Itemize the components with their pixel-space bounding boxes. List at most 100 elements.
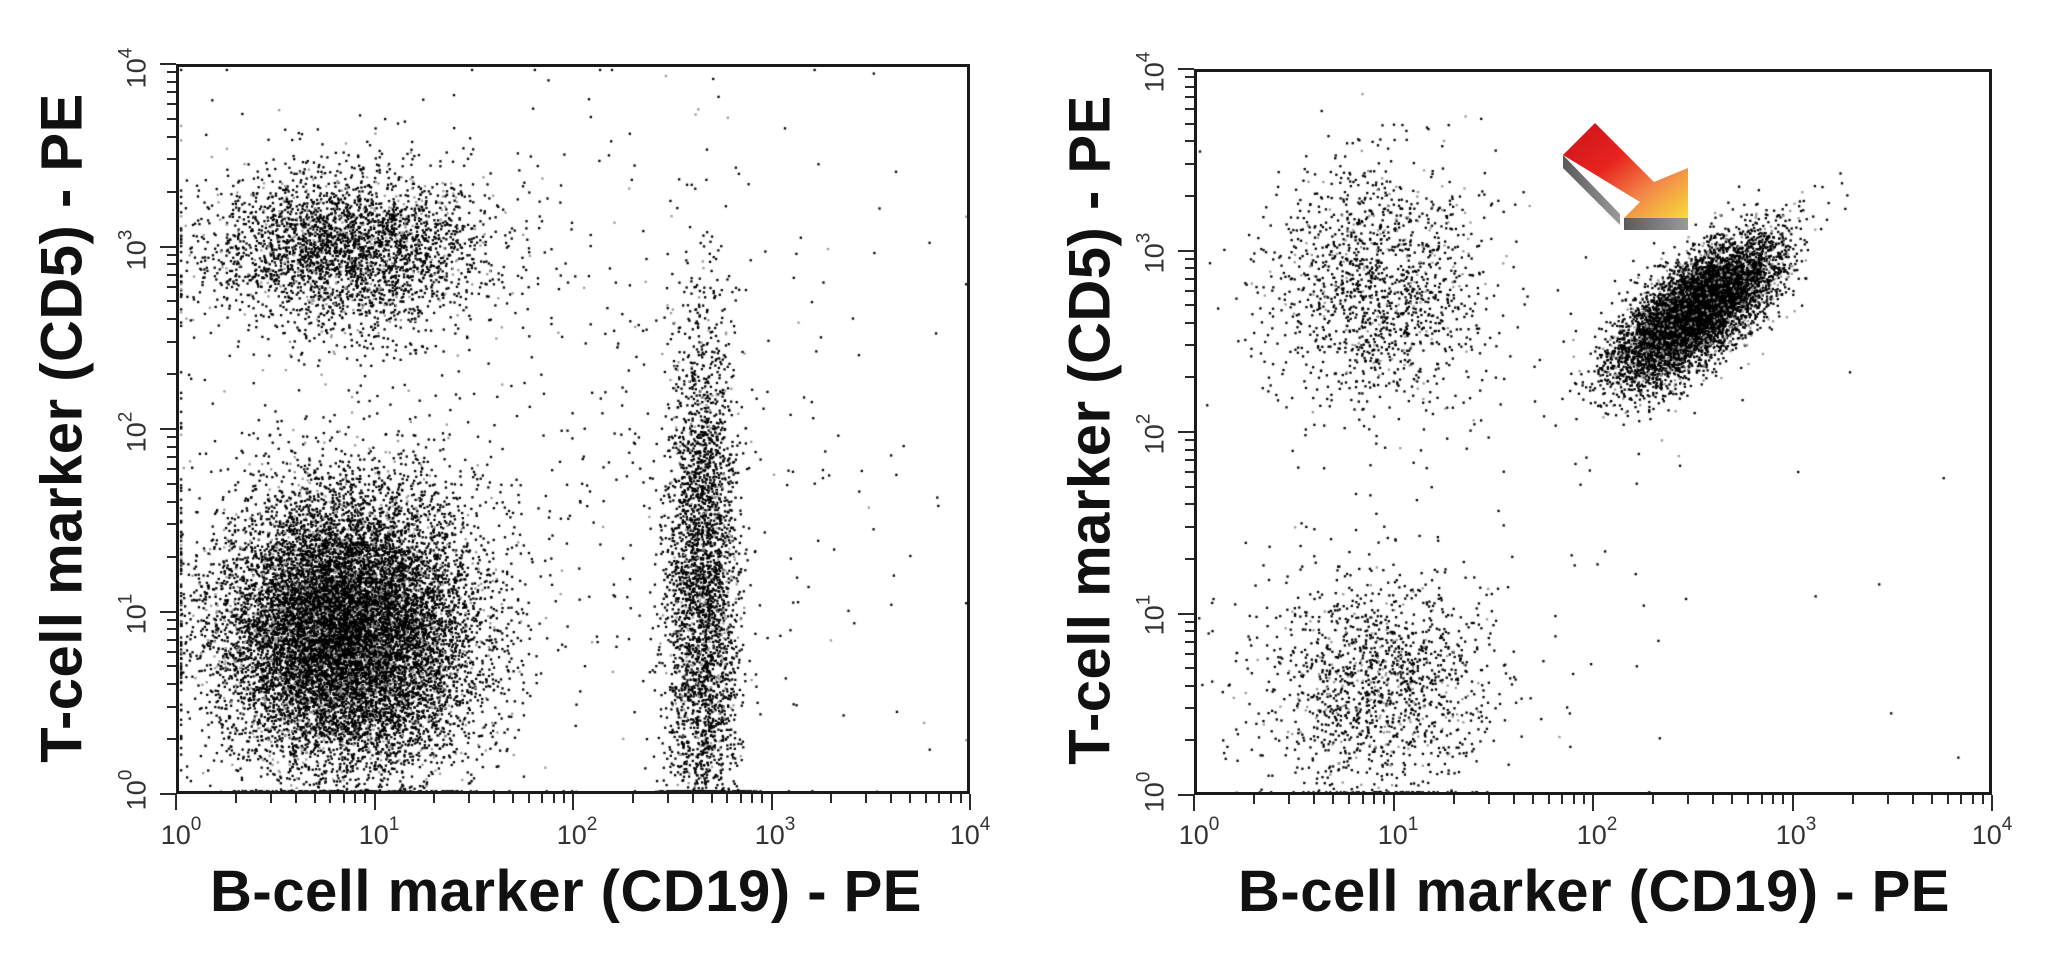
x-tickmark bbox=[1782, 795, 1785, 804]
left-dot-plot: T-cell marker (CD5) - PE 104 103 102 101… bbox=[0, 0, 1020, 975]
y-tickmark bbox=[167, 500, 176, 503]
y-tickmark bbox=[1185, 459, 1194, 462]
x-tickmark bbox=[726, 794, 729, 803]
y-tickmark bbox=[167, 253, 176, 256]
right-y-tick-10e0: 100 bbox=[1133, 771, 1170, 813]
x-tickmark bbox=[1687, 795, 1690, 804]
x-tickmark bbox=[865, 794, 868, 803]
left-plot-area bbox=[176, 64, 970, 794]
x-tickmark bbox=[1791, 795, 1794, 811]
y-tickmark bbox=[167, 555, 176, 558]
x-tickmark bbox=[949, 794, 952, 803]
y-tickmark bbox=[167, 263, 176, 266]
x-tickmark bbox=[1960, 795, 1963, 804]
x-tickmark bbox=[512, 794, 515, 803]
y-tickmark bbox=[1185, 652, 1194, 655]
x-tickmark bbox=[354, 794, 357, 803]
x-tickmark bbox=[830, 794, 833, 803]
x-tickmark bbox=[924, 794, 927, 803]
x-tickmark bbox=[1772, 795, 1775, 804]
x-tickmark bbox=[1592, 795, 1594, 811]
y-tickmark bbox=[1185, 448, 1194, 451]
x-tickmark bbox=[527, 794, 530, 803]
x-tickmark bbox=[1886, 795, 1889, 804]
y-tickmark bbox=[1185, 557, 1194, 560]
x-tickmark bbox=[552, 794, 555, 803]
y-tickmark bbox=[1185, 376, 1194, 379]
x-tickmark bbox=[1383, 795, 1386, 804]
right-y-tick-10e1: 101 bbox=[1133, 594, 1170, 636]
y-tickmark bbox=[167, 445, 176, 448]
x-tickmark bbox=[1487, 795, 1490, 804]
right-y-axis-title: T-cell marker (CD5) - PE bbox=[1057, 95, 1123, 765]
right-y-tick-10e3: 103 bbox=[1133, 232, 1170, 274]
right-x-tick-10e4: 104 bbox=[1971, 814, 2013, 850]
y-tickmark bbox=[1185, 108, 1194, 111]
y-tickmark bbox=[167, 80, 176, 83]
left-x-axis-title: B-cell marker (CD19) - PE bbox=[210, 859, 922, 924]
y-tickmark bbox=[1185, 485, 1194, 488]
x-tickmark bbox=[493, 794, 495, 803]
y-tickmark bbox=[1185, 344, 1194, 347]
x-tickmark bbox=[770, 794, 773, 810]
x-tickmark bbox=[1731, 795, 1734, 804]
x-tickmark bbox=[541, 794, 544, 803]
y-tickmark bbox=[167, 482, 176, 485]
y-tickmark bbox=[167, 638, 176, 641]
x-tickmark bbox=[1547, 795, 1550, 804]
left-x-tick-10e4: 104 bbox=[949, 814, 991, 850]
x-tickmark bbox=[175, 794, 177, 810]
y-tickmark bbox=[167, 71, 176, 74]
x-tickmark bbox=[1946, 795, 1949, 804]
x-tickmark bbox=[1712, 795, 1715, 804]
y-tickmark bbox=[1185, 503, 1194, 506]
x-tickmark bbox=[572, 794, 574, 810]
x-tickmark bbox=[938, 794, 941, 803]
y-tickmark bbox=[1185, 525, 1194, 528]
y-tickmark bbox=[160, 245, 176, 248]
x-tickmark bbox=[1531, 795, 1534, 804]
y-tickmark bbox=[167, 158, 176, 161]
x-tickmark bbox=[468, 794, 471, 803]
y-tickmark bbox=[1185, 289, 1194, 292]
y-tickmark bbox=[1185, 122, 1194, 125]
x-tickmark bbox=[1361, 795, 1364, 804]
y-tickmark bbox=[160, 428, 176, 430]
left-x-tick-10e2: 102 bbox=[556, 814, 598, 850]
x-tickmark bbox=[1652, 795, 1655, 804]
y-tickmark bbox=[167, 117, 176, 120]
x-tickmark bbox=[329, 794, 332, 803]
x-tickmark bbox=[1981, 795, 1984, 804]
y-tickmark bbox=[1178, 431, 1194, 433]
y-tickmark bbox=[167, 190, 176, 193]
x-tickmark bbox=[751, 794, 754, 803]
y-tickmark bbox=[1185, 85, 1194, 88]
x-tickmark bbox=[342, 794, 345, 803]
y-tickmark bbox=[167, 618, 176, 621]
x-tickmark bbox=[1572, 795, 1575, 804]
y-tickmark bbox=[167, 91, 176, 94]
y-tickmark bbox=[1185, 620, 1194, 623]
x-tickmark bbox=[1253, 795, 1256, 804]
right-x-tick-10e1: 101 bbox=[1377, 814, 1419, 850]
y-tickmark bbox=[1185, 96, 1194, 99]
x-tickmark bbox=[710, 794, 713, 803]
y-tickmark bbox=[1185, 162, 1194, 165]
y-tickmark bbox=[1185, 640, 1194, 643]
x-tickmark bbox=[1747, 795, 1750, 804]
y-tickmark bbox=[1185, 630, 1194, 633]
y-tickmark bbox=[1185, 667, 1194, 670]
y-tickmark bbox=[160, 610, 176, 613]
left-y-tick-10e2: 102 bbox=[115, 411, 152, 453]
y-tickmark bbox=[1185, 194, 1194, 197]
y-tickmark bbox=[167, 468, 176, 471]
x-tickmark bbox=[1561, 795, 1564, 804]
x-tickmark bbox=[373, 794, 376, 810]
y-tickmark bbox=[167, 273, 176, 276]
left-x-tick-10e3: 103 bbox=[754, 814, 796, 850]
x-tickmark bbox=[631, 794, 634, 803]
highlight-arrow-icon bbox=[1563, 123, 1688, 230]
x-tickmark bbox=[1911, 795, 1914, 804]
y-tickmark bbox=[1178, 249, 1194, 252]
y-tickmark bbox=[167, 373, 176, 376]
